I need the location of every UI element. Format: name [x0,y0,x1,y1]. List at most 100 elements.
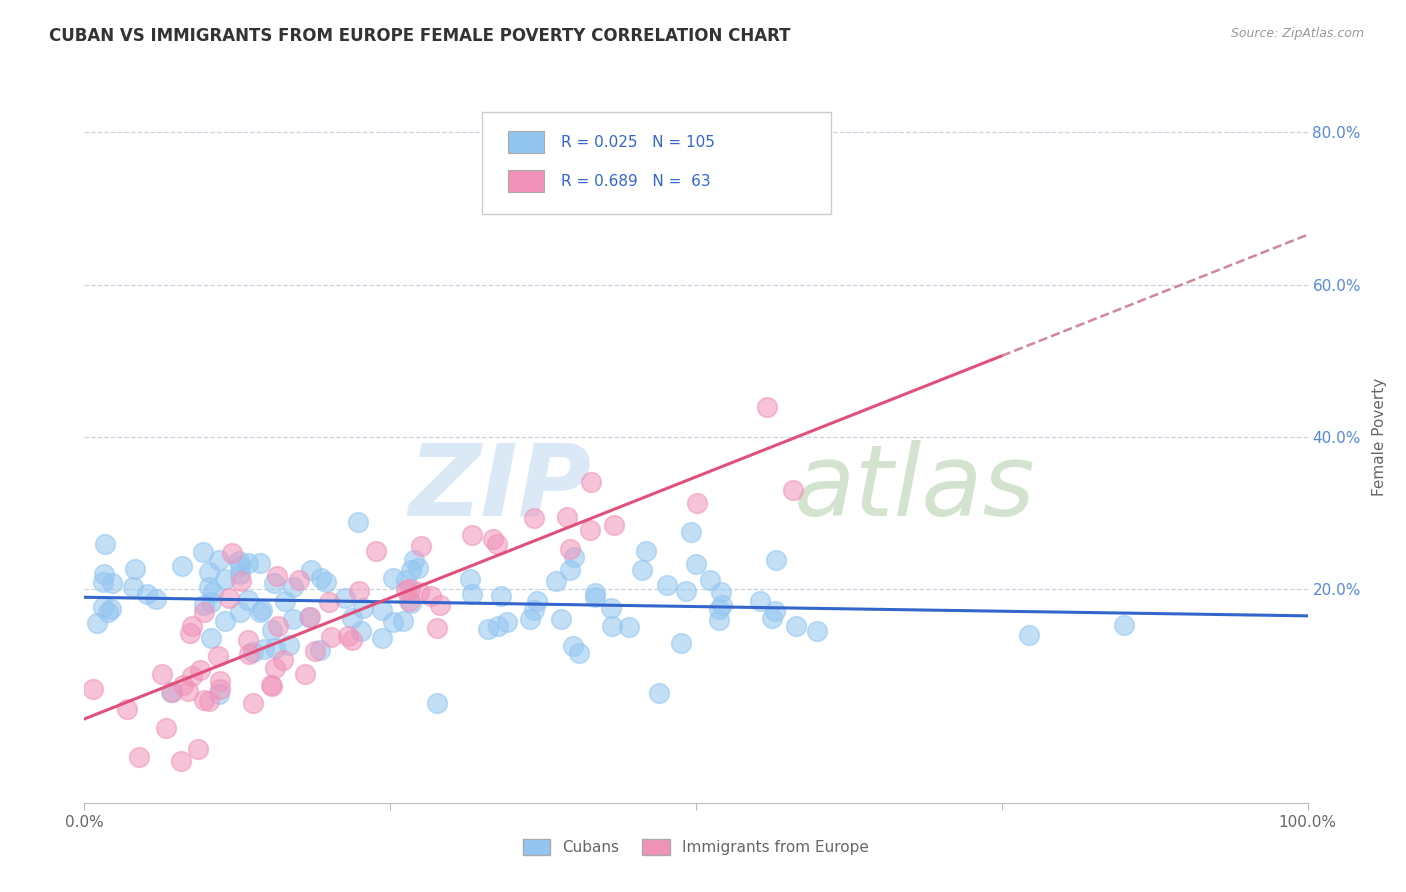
Point [229,566,252,581]
Point [150,667,173,681]
Point [177,684,200,698]
Point [294,666,316,681]
Point [686,496,709,510]
Point [82,681,104,696]
Point [477,623,499,637]
Point [519,612,541,626]
Point [402,553,425,567]
Point [214,614,236,628]
Point [426,621,449,635]
Point [370,631,392,645]
Point [283,580,305,594]
Point [321,630,343,644]
Point [271,653,294,667]
Point [207,648,229,663]
Point [685,557,707,571]
Point [187,742,209,756]
Point [655,578,678,592]
Point [188,663,211,677]
Point [124,562,146,576]
Point [600,619,623,633]
Point [458,572,481,586]
Point [298,609,321,624]
Point [347,583,370,598]
Point [671,636,693,650]
Point [170,755,193,769]
Point [128,749,150,764]
FancyBboxPatch shape [482,112,831,214]
Point [86,615,108,630]
Point [264,661,287,675]
Point [250,603,273,617]
Point [1018,628,1040,642]
Point [461,528,484,542]
Point [198,566,221,580]
Point [91,600,114,615]
Point [489,589,512,603]
Point [395,582,418,597]
Point [172,678,194,692]
Point [486,618,509,632]
Point [765,553,787,567]
Point [426,696,449,710]
Point [262,679,284,693]
Point [155,721,177,735]
Point [181,669,204,683]
Point [179,626,201,640]
Point [550,612,572,626]
Point [145,592,167,607]
Point [115,702,138,716]
Point [761,610,783,624]
Point [101,576,124,591]
Point [636,544,658,558]
Point [350,624,373,638]
Point [263,640,285,655]
Point [579,475,602,490]
Point [304,644,326,658]
Point [221,546,243,560]
Point [352,600,374,615]
Legend: Cubans, Immigrants from Europe: Cubans, Immigrants from Europe [517,833,875,861]
Text: R = 0.689   N =  63: R = 0.689 N = 63 [561,174,711,188]
FancyBboxPatch shape [508,131,544,153]
Point [242,696,264,710]
Point [198,694,221,708]
Point [631,563,654,577]
Text: Source: ZipAtlas.com: Source: ZipAtlas.com [1230,27,1364,40]
Point [406,561,429,575]
Text: R = 0.025   N = 105: R = 0.025 N = 105 [561,135,716,150]
Point [748,594,770,608]
Point [208,553,231,567]
Point [806,624,828,638]
Point [242,645,264,659]
Point [193,599,215,613]
Point [398,593,420,607]
Point [382,615,405,629]
Point [160,685,183,699]
Point [160,685,183,699]
Point [228,554,250,568]
Text: ZIP: ZIP [409,440,592,537]
Point [710,584,733,599]
Point [544,574,567,588]
Point [260,623,283,637]
Point [263,575,285,590]
FancyBboxPatch shape [508,170,544,192]
Point [200,595,222,609]
Point [578,523,600,537]
Point [599,600,621,615]
Point [253,642,276,657]
Point [401,596,423,610]
Point [583,590,606,604]
Point [311,572,333,586]
Point [170,559,193,574]
Point [91,575,114,590]
Point [371,603,394,617]
Y-axis label: Female Poverty: Female Poverty [1372,378,1388,496]
Point [218,591,240,605]
Point [707,613,730,627]
Text: atlas: atlas [794,440,1035,537]
Point [200,631,222,645]
Point [429,598,451,612]
Point [619,620,641,634]
